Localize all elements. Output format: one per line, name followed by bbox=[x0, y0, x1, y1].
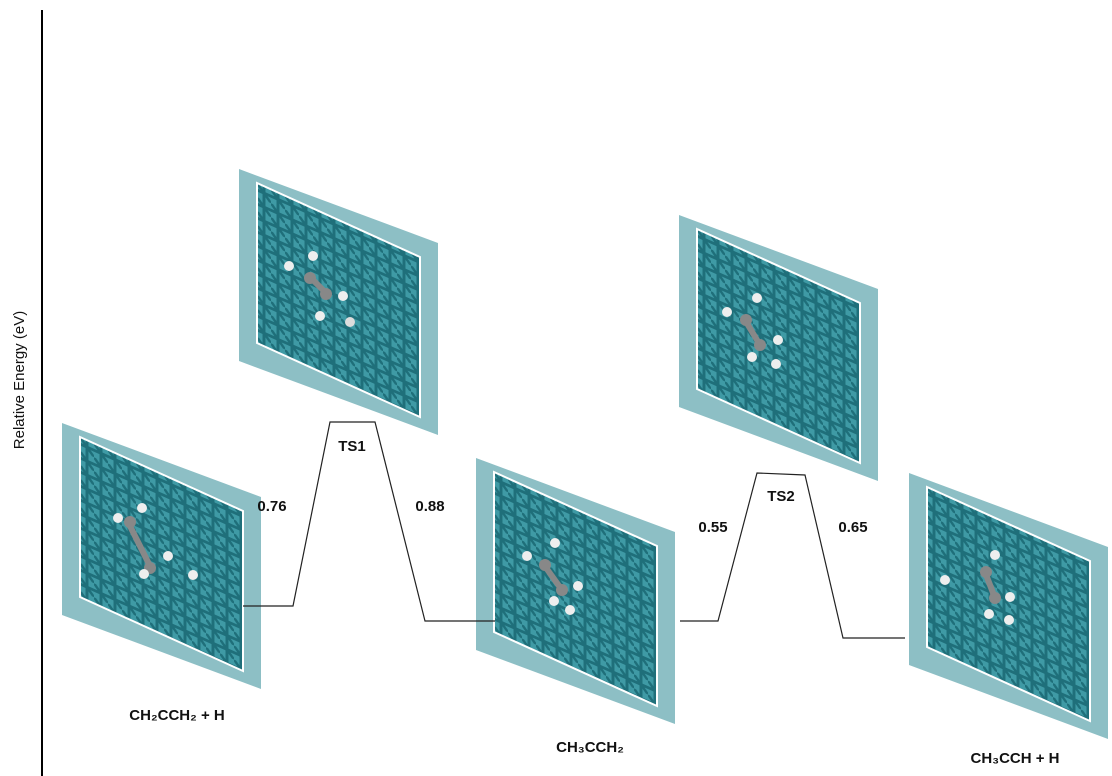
energy-diagram: Relative Energy (eV) bbox=[0, 0, 1112, 776]
atom bbox=[752, 293, 762, 303]
barrier-label: 0.55 bbox=[698, 519, 727, 536]
atom bbox=[747, 352, 757, 362]
atom bbox=[539, 559, 551, 571]
atom bbox=[722, 307, 732, 317]
slab-image bbox=[239, 169, 438, 435]
atom bbox=[284, 261, 294, 271]
ts-label: TS1 bbox=[338, 438, 366, 455]
axis-label: Relative Energy (eV) bbox=[11, 311, 28, 449]
state-label: CH₃CCH₂ bbox=[556, 739, 624, 756]
atom bbox=[522, 551, 532, 561]
ts-label: TS2 bbox=[767, 488, 795, 505]
atom bbox=[113, 513, 123, 523]
atom bbox=[771, 359, 781, 369]
atom bbox=[188, 570, 198, 580]
atom bbox=[565, 605, 575, 615]
state-label: CH₂CCH₂ + H bbox=[129, 707, 224, 724]
atom bbox=[163, 551, 173, 561]
atom bbox=[304, 272, 316, 284]
slab-image bbox=[476, 458, 675, 724]
atom bbox=[338, 291, 348, 301]
slab-image bbox=[679, 215, 878, 481]
atom bbox=[139, 569, 149, 579]
atom bbox=[989, 592, 1001, 604]
atom bbox=[984, 609, 994, 619]
atom bbox=[980, 566, 992, 578]
atom bbox=[124, 516, 136, 528]
slab-image bbox=[62, 423, 261, 689]
slab-image bbox=[909, 473, 1108, 739]
barrier-label: 0.88 bbox=[415, 498, 444, 515]
barrier-label: 0.76 bbox=[257, 498, 286, 515]
atom bbox=[320, 288, 332, 300]
atom bbox=[550, 538, 560, 548]
atom bbox=[137, 503, 147, 513]
atom bbox=[990, 550, 1000, 560]
atom bbox=[740, 314, 752, 326]
state-label: CH₃CCH + H bbox=[970, 750, 1059, 767]
energy-path bbox=[243, 422, 495, 621]
atom bbox=[1005, 592, 1015, 602]
atom bbox=[308, 251, 318, 261]
atom bbox=[1004, 615, 1014, 625]
atom bbox=[940, 575, 950, 585]
atom bbox=[773, 335, 783, 345]
atom bbox=[754, 339, 766, 351]
barrier-label: 0.65 bbox=[838, 519, 867, 536]
atom bbox=[549, 596, 559, 606]
atom bbox=[556, 584, 568, 596]
atom bbox=[345, 317, 355, 327]
atom bbox=[573, 581, 583, 591]
atom bbox=[315, 311, 325, 321]
